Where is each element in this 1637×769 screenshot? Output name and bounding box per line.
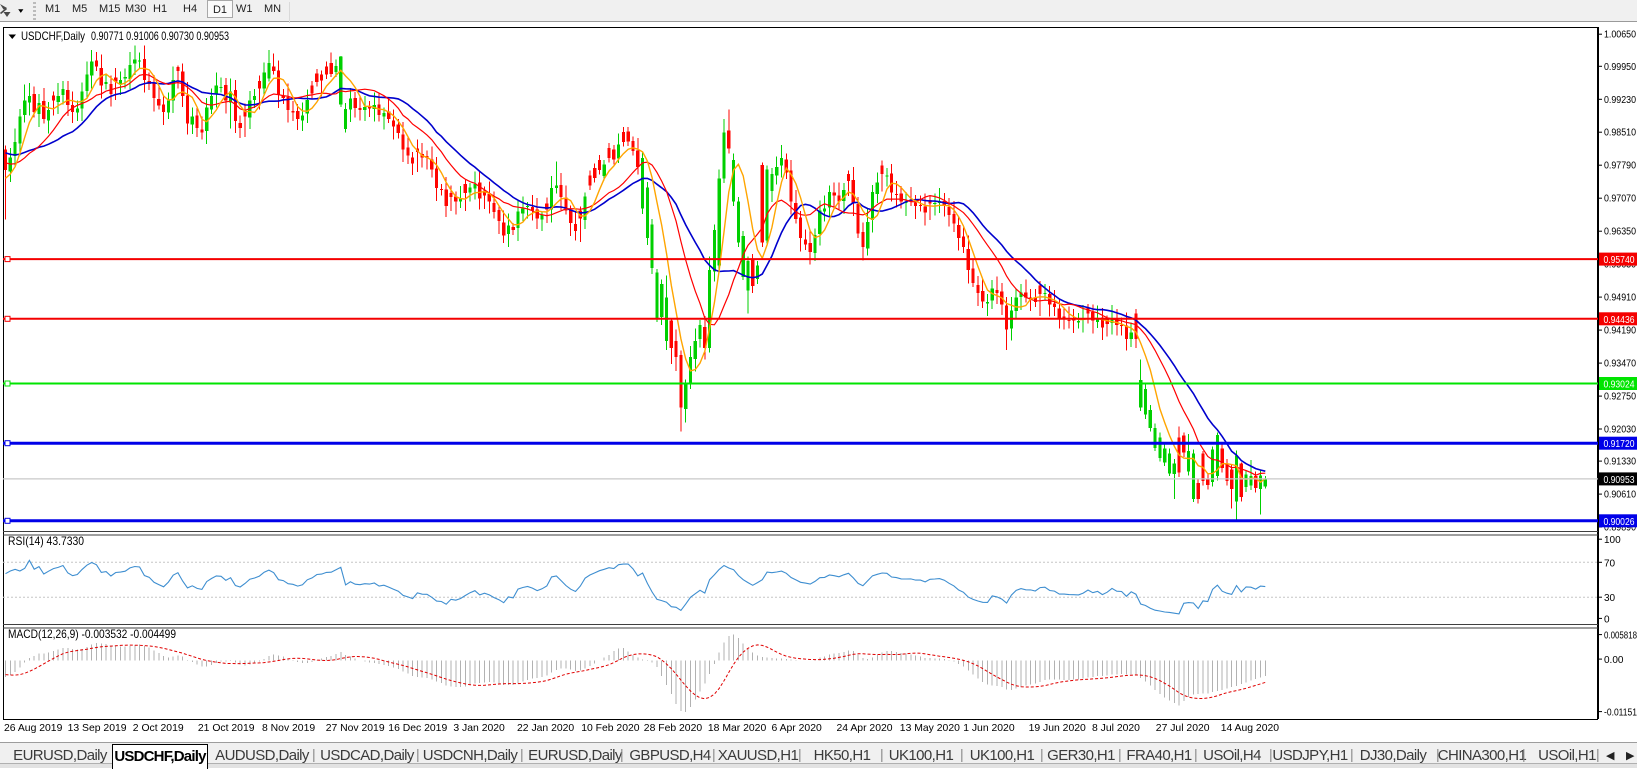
svg-text:8 Nov 2019: 8 Nov 2019 (262, 723, 315, 734)
svg-text:-0.01151: -0.01151 (1604, 708, 1637, 719)
svg-text:1 Jun 2020: 1 Jun 2020 (963, 723, 1015, 734)
svg-text:0.91720: 0.91720 (1604, 439, 1635, 450)
svg-text:18 Mar 2020: 18 Mar 2020 (708, 723, 767, 734)
svg-text:0.94436: 0.94436 (1604, 315, 1635, 326)
svg-text:8 Jul 2020: 8 Jul 2020 (1092, 723, 1140, 734)
svg-text:21 Oct 2019: 21 Oct 2019 (198, 723, 255, 734)
svg-text:13 May 2020: 13 May 2020 (900, 723, 960, 734)
svg-text:0.94190: 0.94190 (1604, 326, 1636, 337)
svg-text:24 Apr 2020: 24 Apr 2020 (837, 723, 893, 734)
svg-text:30: 30 (1604, 593, 1616, 604)
svg-text:0.90026: 0.90026 (1604, 517, 1635, 528)
svg-text:28 Feb 2020: 28 Feb 2020 (644, 723, 703, 734)
svg-text:26 Aug 2019: 26 Aug 2019 (4, 723, 63, 734)
svg-text:0.97070: 0.97070 (1604, 194, 1636, 205)
svg-text:0.97790: 0.97790 (1604, 161, 1636, 172)
svg-text:0.90610: 0.90610 (1604, 490, 1636, 501)
svg-text:0.96350: 0.96350 (1604, 227, 1636, 238)
svg-text:6 Apr 2020: 6 Apr 2020 (772, 723, 822, 734)
svg-text:14 Aug 2020: 14 Aug 2020 (1221, 723, 1280, 734)
svg-text:0.92750: 0.92750 (1604, 392, 1636, 403)
svg-text:0.93024: 0.93024 (1604, 380, 1635, 391)
svg-text:0.89890: 0.89890 (1604, 523, 1636, 534)
svg-text:0.99950: 0.99950 (1604, 62, 1636, 73)
svg-text:3 Jan 2020: 3 Jan 2020 (453, 723, 505, 734)
svg-text:100: 100 (1604, 535, 1621, 546)
svg-text:19 Jun 2020: 19 Jun 2020 (1029, 723, 1086, 734)
svg-text:0.91330: 0.91330 (1604, 457, 1636, 468)
svg-text:13 Sep 2019: 13 Sep 2019 (68, 723, 127, 734)
svg-text:0.99230: 0.99230 (1604, 95, 1636, 106)
svg-text:0.90771 0.91006 0.90730 0.9095: 0.90771 0.91006 0.90730 0.90953 (91, 29, 229, 43)
svg-text:70: 70 (1604, 558, 1616, 569)
svg-text:1.00650: 1.00650 (1604, 30, 1636, 41)
svg-text:0.005818: 0.005818 (1604, 631, 1637, 642)
svg-text:0.92030: 0.92030 (1604, 425, 1636, 436)
svg-text:0.93470: 0.93470 (1604, 359, 1636, 370)
svg-text:MACD(12,26,9) -0.003532 -0.004: MACD(12,26,9) -0.003532 -0.004499 (8, 627, 176, 641)
svg-text:27 Jul 2020: 27 Jul 2020 (1156, 723, 1210, 734)
svg-text:22 Jan 2020: 22 Jan 2020 (517, 723, 574, 734)
svg-text:10 Feb 2020: 10 Feb 2020 (581, 723, 640, 734)
svg-text:0.95740: 0.95740 (1604, 255, 1635, 266)
svg-text:0: 0 (1604, 614, 1610, 625)
svg-text:0.00: 0.00 (1604, 655, 1624, 666)
svg-text:RSI(14) 43.7330: RSI(14) 43.7330 (8, 534, 84, 548)
svg-text:16 Dec 2019: 16 Dec 2019 (388, 723, 447, 734)
svg-text:27 Nov 2019: 27 Nov 2019 (326, 723, 385, 734)
svg-text:0.90953: 0.90953 (1604, 475, 1635, 486)
svg-text:USDCHF,Daily: USDCHF,Daily (21, 29, 85, 43)
svg-text:0.98510: 0.98510 (1604, 128, 1636, 139)
svg-text:2 Oct 2019: 2 Oct 2019 (133, 723, 184, 734)
svg-text:0.94910: 0.94910 (1604, 293, 1636, 304)
